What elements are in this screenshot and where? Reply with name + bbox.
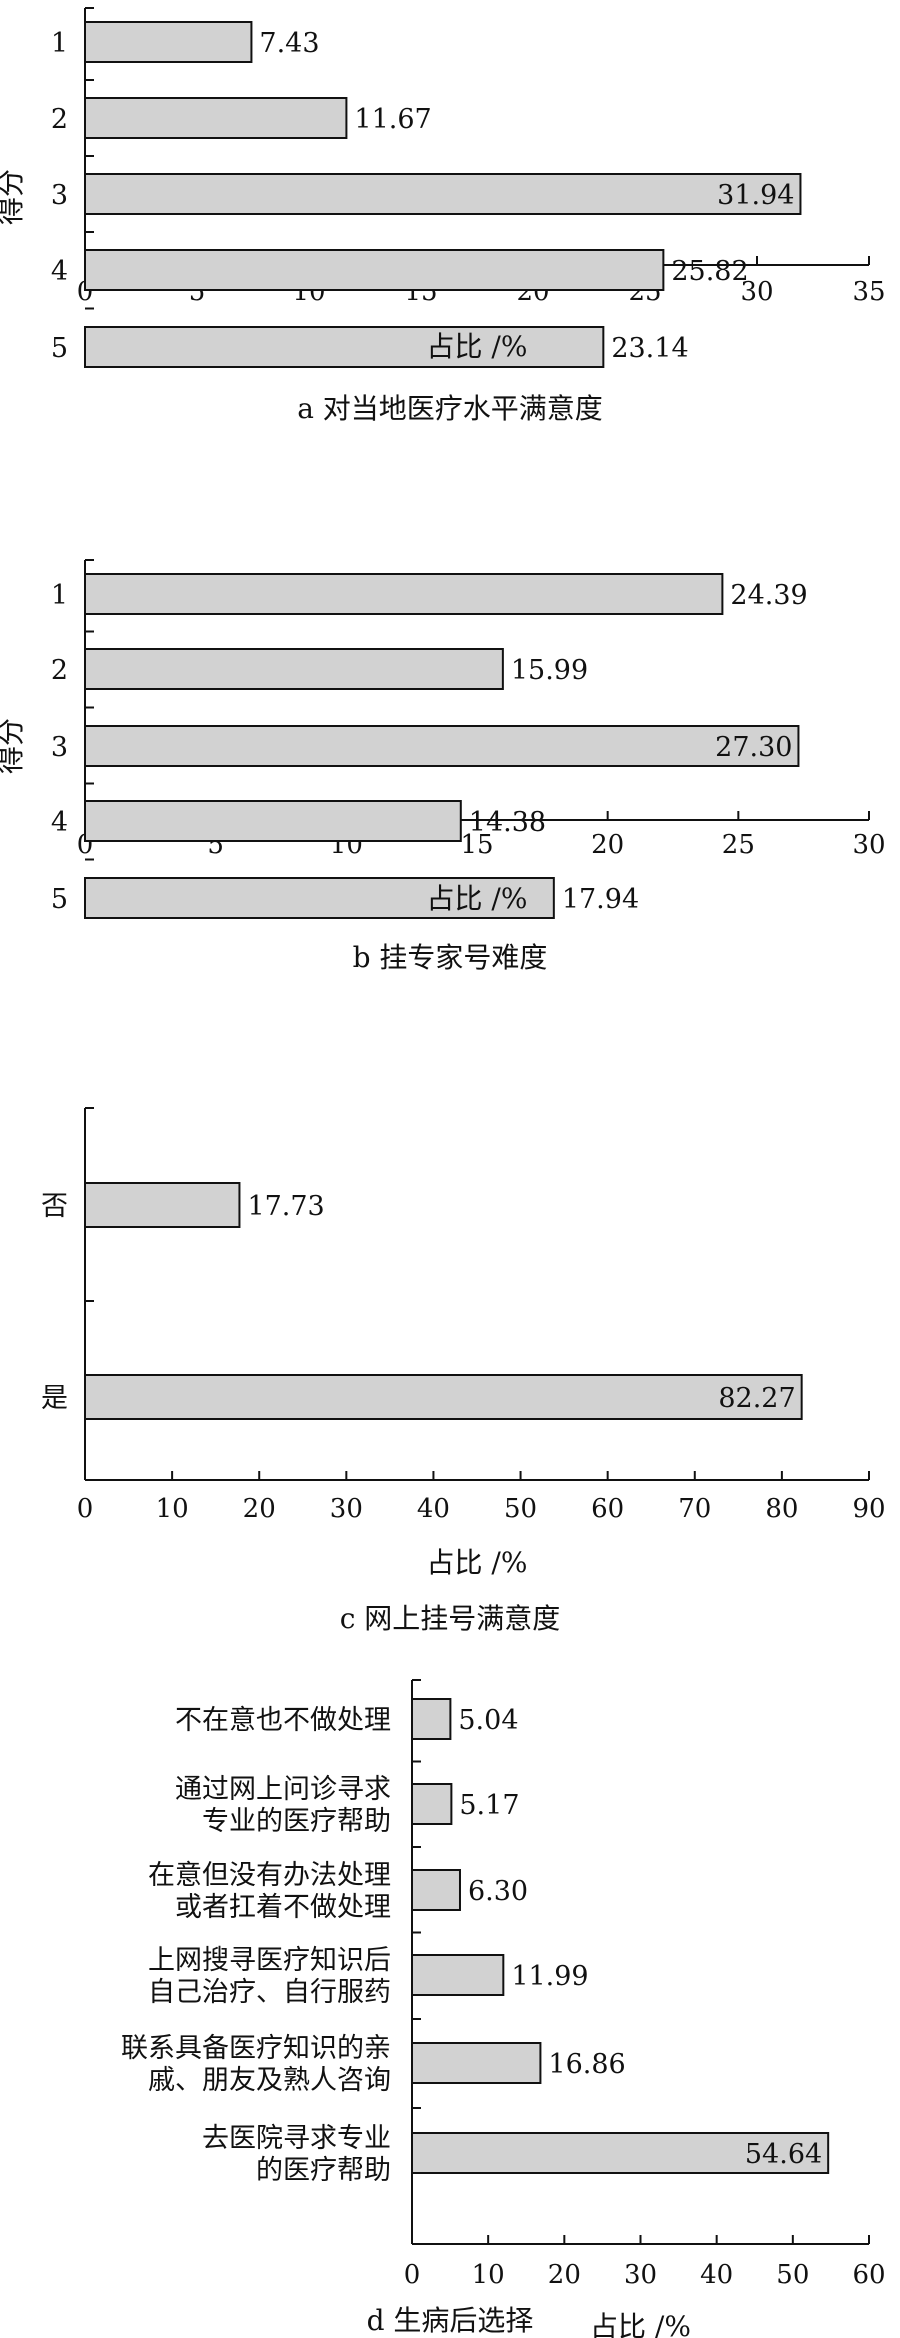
- chart-panel-b: 0 5 10 15 20 25 3024.39115.99227.30314.38417.9…: [0, 559, 886, 974]
- bar-value-label: 25.82: [671, 256, 748, 287]
- x-tick-label: 15: [460, 830, 493, 860]
- category-label: 上网搜寻医疗知识后: [148, 1945, 391, 1976]
- bar-value-label: 15.99: [511, 655, 588, 686]
- x-tick-label: 30: [624, 2260, 657, 2290]
- bar-value-label: 7.43: [259, 28, 319, 59]
- panel-caption: d 生病后选择: [367, 2304, 534, 2337]
- bar: [411, 1698, 452, 1740]
- x-tick-label: 20: [548, 2260, 581, 2290]
- category-label: 去医院寻求专业: [202, 2123, 391, 2154]
- x-tick-label: 60: [852, 2260, 885, 2290]
- x-tick-label: 30: [852, 830, 885, 860]
- category-label: 3: [51, 180, 68, 211]
- bar: [84, 173, 802, 215]
- x-tick-label: 60: [591, 1494, 624, 1524]
- category-label: 5: [51, 333, 68, 364]
- category-label: 4: [51, 256, 68, 287]
- bar: [411, 2042, 542, 2084]
- bar-value-label: 14.38: [469, 807, 546, 838]
- panel-caption: a 对当地医疗水平满意度: [297, 392, 603, 425]
- bar: [84, 326, 605, 368]
- category-label: 联系具备医疗知识的亲: [121, 2033, 391, 2064]
- category-label: 的医疗帮助: [256, 2155, 391, 2186]
- x-tick-label: 70: [678, 1494, 711, 1524]
- x-tick-label: 40: [417, 1494, 450, 1524]
- category-label: 是: [41, 1383, 68, 1414]
- panel-caption: b 挂专家号难度: [353, 941, 548, 974]
- x-tick-label: 20: [243, 1494, 276, 1524]
- bar: [84, 1182, 241, 1228]
- chart-panel-a: 0 5 10 15 20 25 30 357.43111.67231.94325.82423.…: [0, 7, 886, 425]
- category-label: 不在意也不做处理: [175, 1705, 391, 1736]
- bar-value-label: 24.39: [730, 580, 807, 611]
- category-label: 1: [51, 28, 68, 59]
- x-tick-label: 30: [740, 277, 773, 307]
- bar: [411, 1783, 453, 1825]
- category-label: 5: [51, 884, 68, 915]
- x-tick-label: 25: [722, 830, 755, 860]
- bar-value-label: 11.99: [511, 1961, 588, 1992]
- bar: [84, 648, 504, 690]
- bar: [411, 1954, 505, 1996]
- y-axis-title: 得分: [0, 718, 27, 774]
- x-tick-label: 50: [504, 1494, 537, 1524]
- chart-panel-d: 0 10 20 30 40 50 60 5.04 不在意也不做处理 5.17 通过网上问诊寻求专业的…: [121, 1679, 886, 2338]
- category-label: 专业的医疗帮助: [202, 1806, 391, 1837]
- category-label: 否: [41, 1191, 68, 1222]
- bar-value-label: 17.94: [562, 884, 639, 915]
- bar-value-label: 5.04: [458, 1705, 518, 1736]
- bar-value-label: 23.14: [611, 333, 688, 364]
- x-tick-label: 30: [330, 1494, 363, 1524]
- x-tick-label: 80: [765, 1494, 798, 1524]
- bar-value-label: 31.94: [717, 180, 794, 211]
- y-axis-title: 得分: [0, 169, 27, 225]
- x-axis-title: 占比 /%: [427, 330, 528, 363]
- category-label: 1: [51, 580, 68, 611]
- category-label: 通过网上问诊寻求: [175, 1774, 391, 1805]
- x-tick-label: 50: [776, 2260, 809, 2290]
- x-tick-label: 20: [591, 830, 624, 860]
- category-label: 或者扛着不做处理: [175, 1892, 391, 1923]
- chart-panel-c: 0 10 20 30 40 50 60 70 80 90 17.73 否 82.27 是占比 /% c 网上…: [41, 1107, 886, 1635]
- x-axis-title: 占比 /%: [427, 1546, 528, 1579]
- x-tick-label: 10: [156, 1494, 189, 1524]
- category-label: 自己治疗、自行服药: [148, 1977, 391, 2008]
- x-tick-label: 10: [472, 2260, 505, 2290]
- bar: [84, 21, 253, 63]
- category-label: 4: [51, 807, 68, 838]
- bar-value-label: 16.86: [548, 2049, 625, 2080]
- category-label: 戚、朋友及熟人咨询: [148, 2065, 391, 2096]
- bar: [84, 249, 665, 291]
- category-label: 2: [51, 655, 68, 686]
- bar: [84, 1374, 803, 1420]
- category-label: 2: [51, 104, 68, 135]
- panel-caption: c 网上挂号满意度: [340, 1602, 561, 1635]
- x-axis-title: 占比 /%: [590, 2310, 691, 2338]
- bar-value-label: 17.73: [247, 1191, 324, 1222]
- bar-value-label: 54.64: [745, 2139, 822, 2170]
- bar: [411, 1869, 461, 1911]
- bar: [84, 573, 724, 615]
- category-label: 在意但没有办法处理: [148, 1860, 391, 1891]
- x-tick-label: 35: [852, 277, 885, 307]
- x-tick-label: 90: [852, 1494, 885, 1524]
- x-tick-label: 40: [700, 2260, 733, 2290]
- bar-value-label: 11.67: [354, 104, 431, 135]
- bar-value-label: 5.17: [459, 1790, 519, 1821]
- bar: [84, 725, 800, 767]
- bar: [84, 877, 555, 919]
- bar-value-label: 6.30: [468, 1876, 528, 1907]
- bar-value-label: 27.30: [715, 732, 792, 763]
- category-label: 3: [51, 732, 68, 763]
- bar: [84, 800, 462, 842]
- x-tick-label: 0: [404, 2260, 421, 2290]
- x-tick-label: 0: [77, 1494, 94, 1524]
- x-axis-title: 占比 /%: [427, 882, 528, 915]
- bar-value-label: 82.27: [718, 1383, 795, 1414]
- bar: [84, 97, 348, 139]
- bar: [411, 2132, 830, 2174]
